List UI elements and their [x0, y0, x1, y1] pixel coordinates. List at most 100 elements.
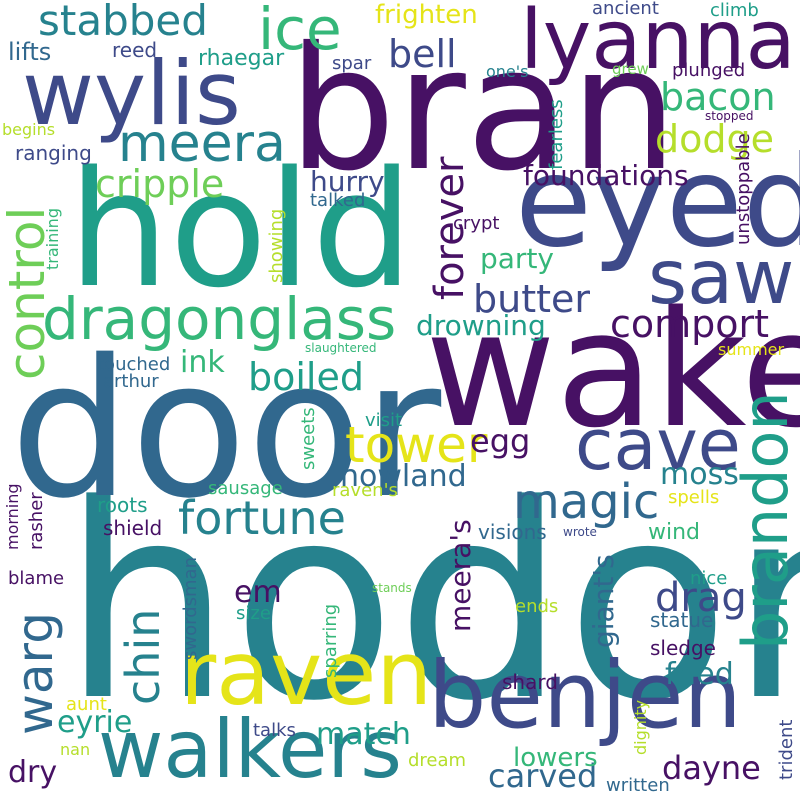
word-howland: howland — [340, 459, 467, 494]
word-spar: spar — [332, 53, 372, 74]
word-frighten: frighten — [375, 0, 478, 30]
word-hold: hold — [68, 136, 414, 323]
word-em: em — [234, 575, 282, 610]
word-stabbed: stabbed — [38, 0, 208, 45]
word-spells: spells — [668, 487, 720, 508]
word-aunt: aunt — [66, 694, 107, 715]
word-climb: climb — [710, 0, 759, 21]
word-cave: cave — [575, 404, 741, 486]
word-showing: showing — [266, 208, 287, 283]
word-boiled: boiled — [248, 355, 364, 399]
word-comport: comport — [610, 302, 770, 346]
word-wylis: wylis — [22, 42, 241, 145]
word-chin: chin — [116, 608, 170, 705]
word-nan: nan — [60, 740, 91, 759]
word-magic: magic — [513, 474, 660, 530]
word-talks: talks — [253, 720, 296, 741]
word-cripple: cripple — [95, 162, 225, 206]
word-shard: shard — [502, 670, 558, 694]
word-dodge: dodge — [655, 117, 774, 161]
word-arthur: arthur — [103, 371, 159, 392]
word-size: size — [236, 603, 271, 624]
word-warg: warg — [6, 612, 64, 735]
word-giants: giant's — [587, 554, 620, 648]
word-shield: shield — [103, 516, 163, 540]
word-egg: egg — [470, 422, 531, 460]
word-bacon: bacon — [660, 75, 776, 119]
word-written: written — [606, 775, 670, 796]
word-ink: ink — [180, 345, 225, 380]
word-match: match — [316, 717, 411, 752]
word-lowers: lowers — [513, 743, 598, 773]
word-carved: carved — [488, 757, 598, 795]
word-wake: wake — [425, 276, 800, 463]
word-blame: blame — [8, 568, 65, 589]
word-crypt: crypt — [453, 213, 500, 234]
word-stopped: stopped — [705, 109, 754, 123]
word-hodor: hodor — [62, 448, 800, 760]
word-ravens: raven's — [332, 480, 398, 501]
word-dry: dry — [8, 755, 58, 790]
word-bran: bran — [288, 11, 678, 209]
word-touched: touched — [97, 354, 171, 375]
word-fortune: fortune — [178, 491, 346, 545]
word-bell: bell — [388, 32, 457, 76]
word-plunged: plunged — [672, 60, 746, 81]
word-party: party — [480, 242, 554, 275]
word-walkers: walkers — [98, 703, 402, 796]
word-statue: statue — [650, 608, 714, 632]
word-wrote: wrote — [563, 525, 597, 539]
word-meera: meera — [118, 114, 286, 174]
word-rhaegar: rhaegar — [198, 46, 285, 71]
word-sausage: sausage — [208, 478, 283, 499]
word-dragonglass: dragonglass — [42, 285, 397, 353]
word-grew: grew — [612, 60, 649, 78]
word-nice: nice — [690, 568, 728, 589]
word-lifts: lifts — [8, 38, 52, 66]
word-sweets: sweets — [298, 407, 319, 470]
word-swordsman: swordsman — [180, 557, 201, 660]
word-morning: morning — [3, 483, 22, 550]
word-benjen: benjen — [428, 642, 742, 749]
word-meeras: meera's — [444, 519, 477, 632]
word-visit: visit — [365, 410, 403, 431]
word-wind: wind — [648, 520, 701, 545]
word-unstoppable: unstoppable — [733, 133, 754, 245]
word-dream: dream — [408, 750, 467, 771]
word-eyrie: eyrie — [57, 705, 133, 740]
word-roots: roots — [97, 493, 148, 517]
word-stands: stands — [372, 581, 412, 595]
word-talked: talked — [310, 190, 366, 211]
word-tower: tower — [345, 416, 488, 474]
word-drag: drag — [655, 575, 747, 621]
word-drowning: drowning — [416, 309, 546, 342]
word-sparring: sparring — [320, 603, 341, 678]
word-fearless: fearless — [546, 99, 567, 170]
word-reed: reed — [112, 38, 158, 62]
word-visions: visions — [478, 520, 547, 544]
word-begins: begins — [2, 120, 56, 139]
word-sledge: sledge — [650, 636, 716, 660]
word-moss: moss — [660, 457, 739, 492]
word-eyed: eyed — [515, 130, 800, 275]
word-trident: trident — [776, 719, 797, 780]
word-saw: saw — [648, 233, 795, 321]
word-rasher: rasher — [26, 492, 47, 550]
word-lyanna: lyanna — [520, 0, 796, 88]
word-summer: summer — [718, 340, 785, 359]
word-ranging: ranging — [15, 141, 92, 165]
word-ancient: ancient — [592, 0, 659, 19]
word-ones: one's — [486, 62, 529, 81]
word-raven: raven — [180, 622, 433, 725]
word-door: door — [10, 319, 442, 540]
word-hurry: hurry — [310, 165, 385, 198]
word-dayne: dayne — [662, 749, 761, 787]
word-butter: butter — [473, 277, 591, 321]
word-training: training — [43, 208, 62, 270]
word-fried: fried — [665, 657, 734, 692]
word-foundations: foundations — [523, 159, 689, 192]
word-slaughtered: slaughtered — [305, 341, 377, 355]
word-dignity: dignity — [631, 699, 650, 755]
word-ice: ice — [258, 0, 342, 63]
